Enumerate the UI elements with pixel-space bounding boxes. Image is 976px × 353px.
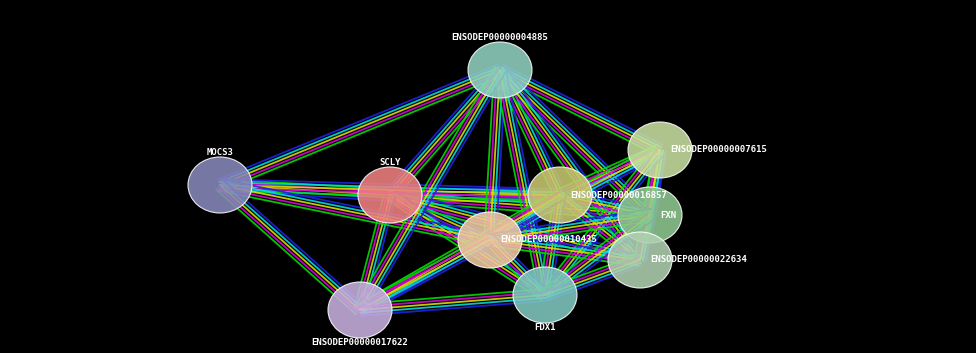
Text: FXN: FXN — [660, 210, 676, 220]
Ellipse shape — [608, 232, 672, 288]
Ellipse shape — [513, 267, 577, 323]
Text: FDX1: FDX1 — [534, 323, 555, 332]
Text: ENSODEP00000022634: ENSODEP00000022634 — [650, 256, 747, 264]
Text: ENSODEP00000016857: ENSODEP00000016857 — [570, 191, 667, 199]
Text: ENSODEP00000004885: ENSODEP00000004885 — [452, 33, 549, 42]
Ellipse shape — [358, 167, 422, 223]
Text: SCLY: SCLY — [380, 158, 401, 167]
Ellipse shape — [458, 212, 522, 268]
Ellipse shape — [188, 157, 252, 213]
Ellipse shape — [628, 122, 692, 178]
Text: ENSODEP00000017622: ENSODEP00000017622 — [311, 338, 408, 347]
Ellipse shape — [468, 42, 532, 98]
Text: MOCS3: MOCS3 — [207, 148, 233, 157]
Ellipse shape — [328, 282, 392, 338]
Text: ENSODEP00000010435: ENSODEP00000010435 — [500, 235, 596, 245]
Ellipse shape — [528, 167, 592, 223]
Ellipse shape — [618, 187, 682, 243]
Text: ENSODEP00000007615: ENSODEP00000007615 — [670, 145, 767, 155]
